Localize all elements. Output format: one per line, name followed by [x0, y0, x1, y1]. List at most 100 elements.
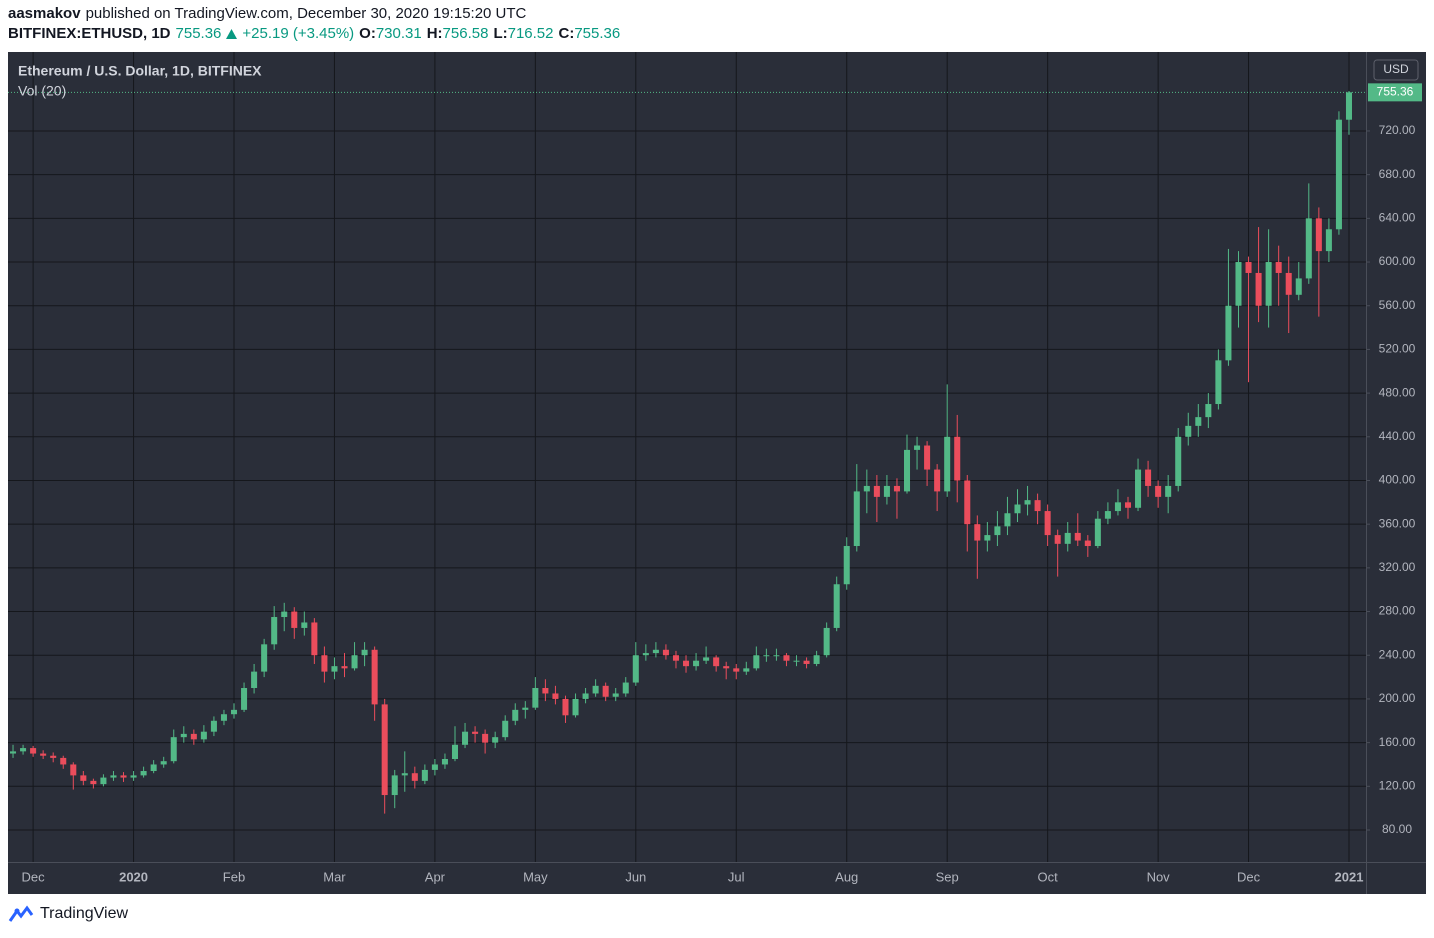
x-tick-label: Dec [1237, 869, 1261, 884]
y-tick-label: 240.00 [1379, 647, 1416, 661]
candle-body [542, 688, 549, 694]
candle-body [130, 775, 137, 778]
candle-body [220, 714, 227, 721]
candle-body [120, 775, 127, 778]
candle-body [401, 773, 408, 776]
candle-body [251, 671, 258, 689]
x-tick-label: Oct [1038, 869, 1059, 884]
candle-body [30, 748, 37, 754]
last-price-label: 755.36 [1377, 85, 1414, 99]
y-tick-label: 600.00 [1379, 254, 1416, 268]
ohlc-label: C: [558, 25, 575, 42]
candle-body [893, 485, 900, 492]
candle-body [1024, 500, 1031, 505]
candle-body [713, 657, 720, 667]
candle-body [160, 761, 167, 765]
currency: USD [1383, 62, 1409, 76]
candle-body [502, 720, 509, 738]
candle-body [100, 777, 107, 785]
y-tick-label: 360.00 [1379, 516, 1416, 530]
candle-body [924, 445, 931, 470]
candle-body [140, 771, 147, 776]
x-tick-label: 2021 [1335, 869, 1364, 884]
candle-body [40, 753, 47, 756]
y-tick-label: 120.00 [1379, 778, 1416, 792]
candle-body [230, 709, 238, 715]
y-tick-label: 560.00 [1379, 298, 1416, 312]
currency-box[interactable] [1373, 59, 1419, 81]
candle-body [833, 584, 840, 628]
candle-body [703, 657, 710, 661]
candle-body [532, 688, 539, 708]
candle-body [492, 737, 499, 743]
y-tick-label: 320.00 [1379, 560, 1416, 574]
candle-body [1335, 119, 1342, 230]
candle-body [1225, 305, 1232, 361]
candle-body [261, 644, 268, 672]
candle-body [1265, 262, 1272, 306]
chart-background [8, 52, 1426, 894]
candle-body [311, 622, 318, 656]
symbol[interactable]: BITFINEX:ETHUSD, 1D [8, 25, 171, 42]
candle-body [281, 611, 288, 618]
candle-body [1074, 532, 1081, 541]
candle-body [944, 436, 951, 492]
brand[interactable]: TradingView [8, 904, 128, 924]
candle-body [462, 731, 469, 745]
brand-name: TradingView [40, 905, 129, 922]
candle-body [190, 733, 197, 740]
candle-body [562, 698, 569, 716]
candle-body [622, 682, 629, 694]
candle-body [301, 622, 308, 628]
candle-body [522, 707, 529, 710]
candle-body [1245, 262, 1252, 273]
candle-body [381, 704, 388, 796]
volume-label: Vol (20) [18, 83, 66, 99]
candle-body [70, 764, 77, 776]
candle-body [914, 445, 921, 450]
publish-line: aasmakov published on TradingView.com, D… [8, 5, 526, 22]
candle-body [984, 535, 991, 541]
x-tick-label: Jun [625, 869, 646, 884]
x-tick-label: Dec [22, 869, 46, 884]
candle-body [1305, 218, 1312, 279]
x-tick-label: Jul [728, 869, 745, 884]
open: 730.31 [375, 25, 422, 42]
candle-body [361, 649, 368, 656]
candle-body [763, 655, 770, 657]
candle-body [1315, 218, 1322, 252]
x-tick-label: Nov [1147, 869, 1171, 884]
candle-body [351, 655, 358, 669]
candle-body [1104, 511, 1111, 519]
candle-body [743, 668, 750, 672]
low: 716.52 [507, 25, 554, 42]
up-arrow [226, 28, 238, 39]
candle-body [632, 655, 639, 683]
candle-body [793, 660, 800, 662]
candle-body [1094, 518, 1101, 547]
candle-body [482, 733, 489, 743]
candle-body [672, 655, 679, 661]
candle-body [110, 775, 117, 778]
candle-body [642, 653, 649, 656]
candle-body [180, 733, 187, 738]
y-tick-label: 200.00 [1379, 691, 1416, 705]
candle-body [391, 775, 398, 796]
candle-body [1004, 513, 1011, 527]
candle-body [472, 731, 479, 734]
ohlc-label: O: [359, 25, 376, 42]
candle-body [1044, 511, 1051, 536]
x-tick-label: Mar [323, 869, 346, 884]
y-tick-label: 160.00 [1379, 735, 1416, 749]
candle-body [1345, 92, 1352, 120]
candle-body [1014, 504, 1021, 514]
candle-body [753, 655, 760, 669]
chart: Ethereum / U.S. Dollar, 1D, BITFINEX Vol… [8, 52, 1426, 894]
author[interactable]: aasmakov [8, 5, 81, 22]
candle-body [421, 769, 428, 781]
candle-body [60, 757, 67, 765]
candle-body [592, 685, 599, 694]
candle-body [873, 485, 880, 497]
brand-logo [8, 905, 34, 922]
